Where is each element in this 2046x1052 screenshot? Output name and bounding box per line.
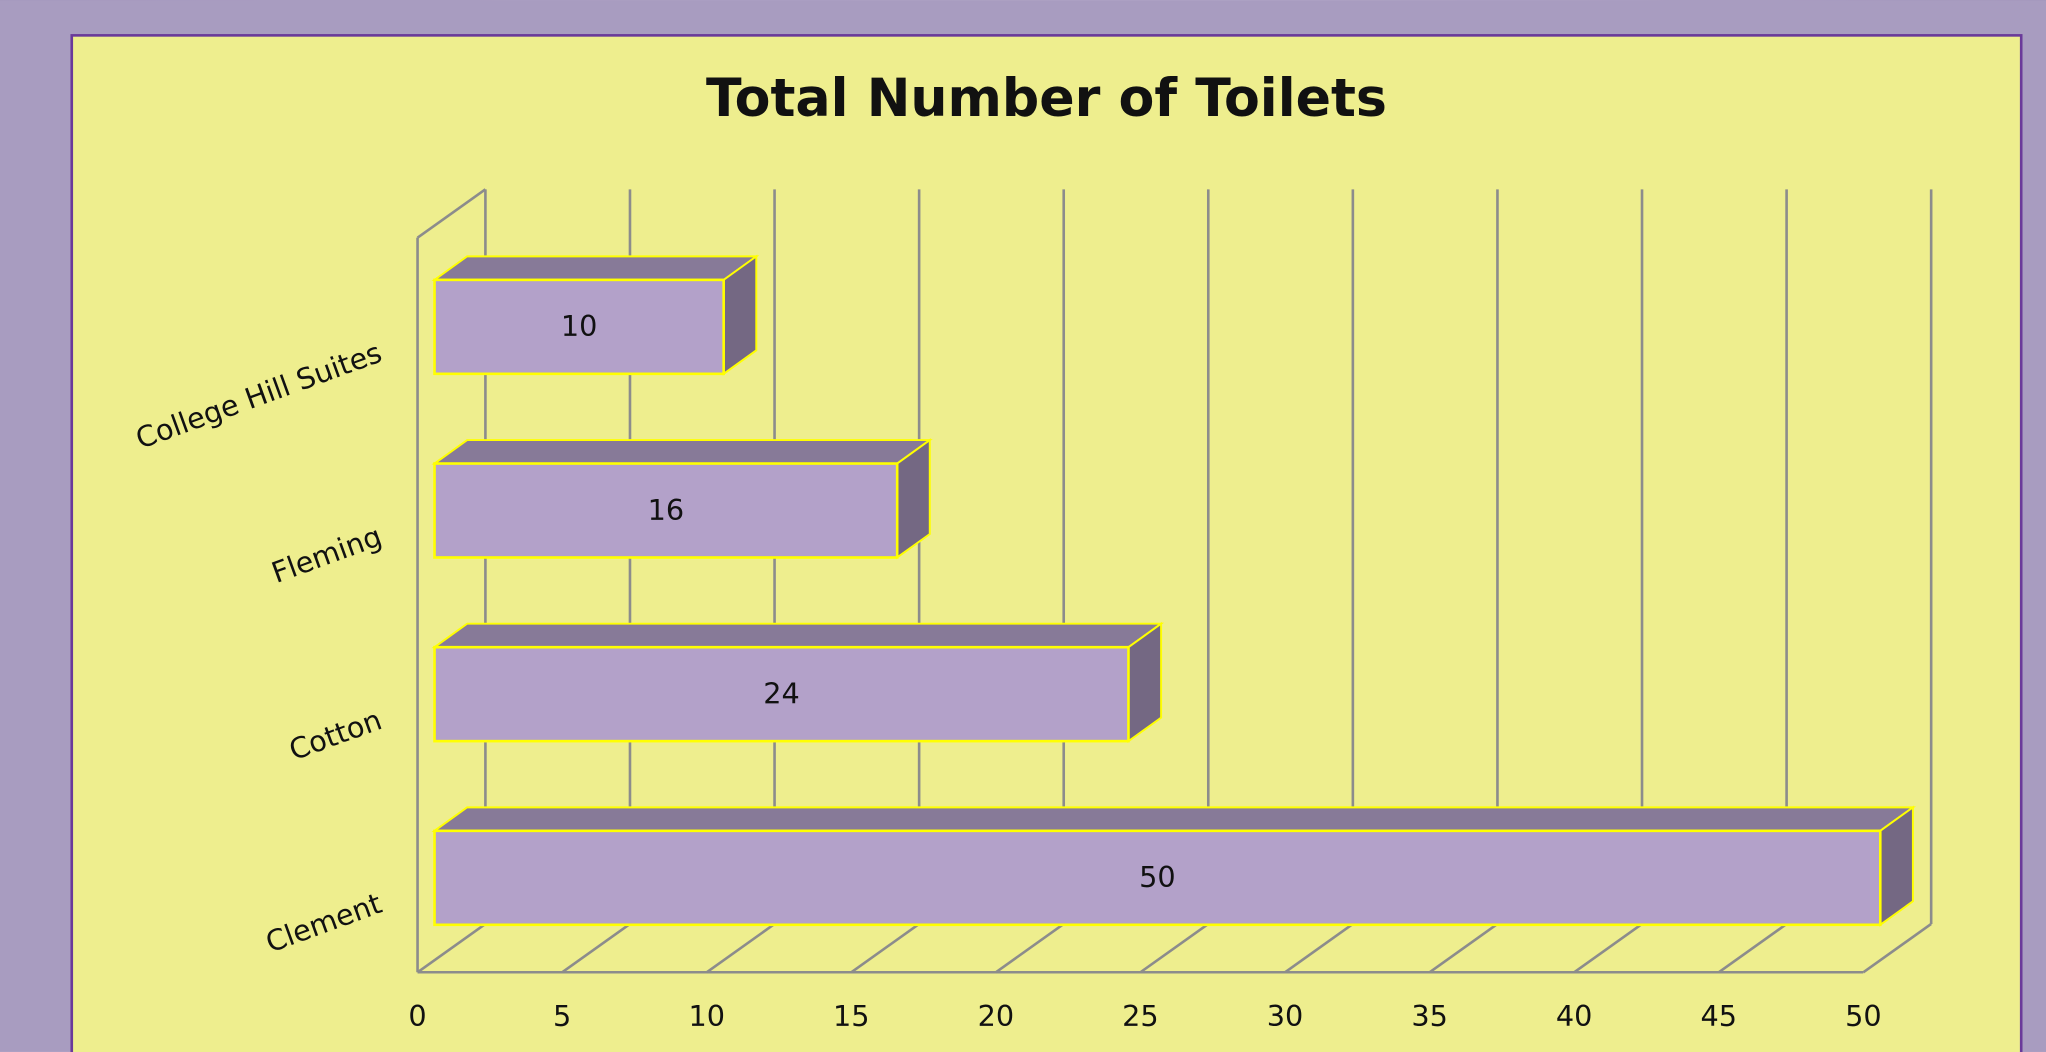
bar-front	[433, 278, 725, 376]
grid-line	[1428, 922, 1499, 974]
bar	[431, 254, 760, 376]
x-tick-label: 35	[1411, 999, 1448, 1033]
bar-top	[431, 439, 933, 465]
x-tick-label: 20	[978, 999, 1015, 1033]
axis-wall	[416, 188, 487, 239]
grid-line	[1573, 922, 1643, 974]
grid-line	[561, 922, 631, 974]
chart-title: Total Number of Toilets	[706, 69, 1387, 129]
bar-top	[431, 255, 760, 281]
bar-front	[433, 829, 1882, 927]
x-tick-label: 30	[1267, 999, 1304, 1033]
bar	[431, 805, 1916, 927]
data-label: 16	[648, 493, 685, 527]
bar	[431, 621, 1165, 744]
data-label: 24	[763, 676, 800, 710]
x-tick-label: 5	[553, 999, 571, 1033]
grid-line	[1717, 922, 1788, 974]
x-tick-label: 45	[1700, 999, 1737, 1033]
x-tick-label: 0	[408, 999, 426, 1033]
data-label: 10	[561, 309, 598, 343]
grid-line	[1284, 922, 1354, 974]
x-tick-label: 15	[833, 999, 870, 1033]
x-tick-label: 25	[1122, 999, 1159, 1033]
bar-top	[431, 622, 1165, 649]
bar-top	[431, 806, 1916, 832]
grid-line	[705, 922, 776, 974]
bar	[431, 438, 933, 560]
bar-front	[433, 462, 899, 559]
grid-line	[1139, 922, 1210, 974]
bar-front	[433, 645, 1130, 743]
grid-line	[995, 922, 1065, 974]
grid-line	[1862, 922, 1932, 974]
x-tick-label: 10	[688, 999, 725, 1033]
grid-line	[416, 922, 487, 974]
x-tick-label: 50	[1845, 999, 1882, 1033]
grid-line	[850, 922, 920, 974]
x-tick-label: 40	[1556, 999, 1593, 1033]
data-label: 50	[1139, 860, 1176, 894]
